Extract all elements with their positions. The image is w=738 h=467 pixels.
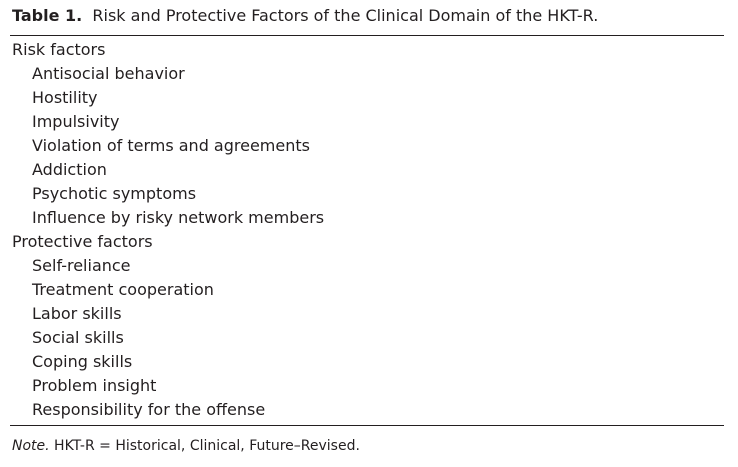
table-note: Note. HKT-R = Historical, Clinical, Futu… (12, 438, 360, 454)
table-row: Influence by risky network members (32, 208, 325, 227)
table-row: Addiction (32, 160, 107, 179)
table-row: Treatment cooperation (32, 280, 214, 299)
table-row: Psychotic symptoms (32, 184, 197, 203)
table-row: Violation of terms and agreements (32, 136, 310, 155)
table-body: Risk factors Antisocial behavior Hostility… (12, 38, 324, 422)
table-row: Antisocial behavior (32, 64, 185, 83)
group-heading: Risk factors (12, 40, 106, 59)
table-row: Self-reliance (32, 256, 131, 275)
table-row: Coping skills (32, 352, 133, 371)
group-heading: Protective factors (12, 232, 153, 251)
bottom-rule (10, 425, 724, 426)
top-rule (10, 35, 724, 36)
table-row: Hostility (32, 88, 98, 107)
table-caption: Table 1. Risk and Protective Factors of … (12, 6, 599, 25)
table-row: Problem insight (32, 376, 157, 395)
table-row: Labor skills (32, 304, 122, 323)
table-row: Social skills (32, 328, 124, 347)
table-row: Impulsivity (32, 112, 120, 131)
table-row: Responsibility for the offense (32, 400, 266, 419)
